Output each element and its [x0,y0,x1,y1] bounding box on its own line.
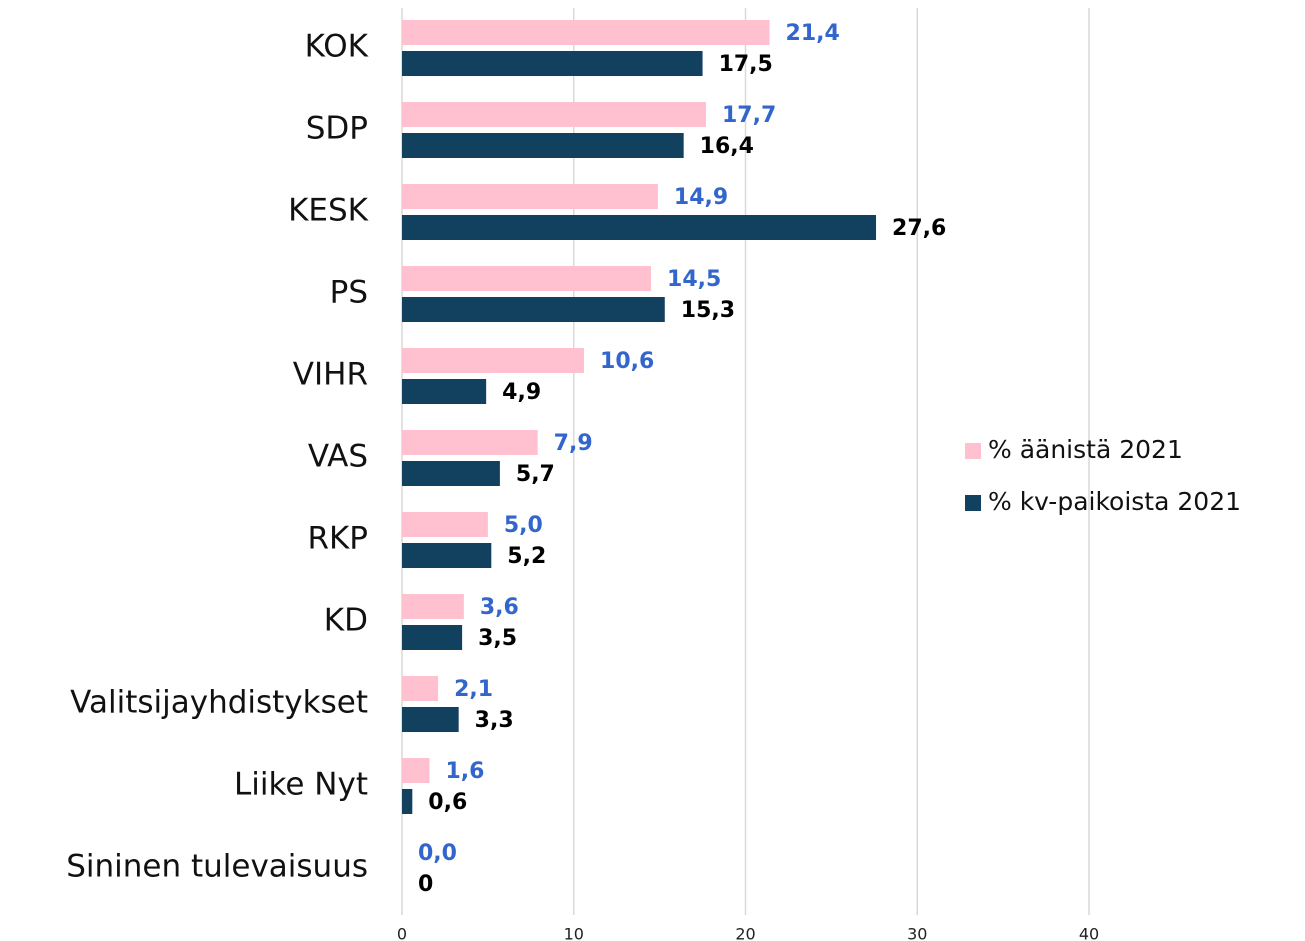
bar [402,133,684,158]
bar [402,51,703,76]
value-label: 16,4 [700,134,754,159]
value-label: 2,1 [454,677,493,702]
bar [402,625,463,650]
value-label: 0 [418,872,433,897]
value-label: 17,5 [719,52,773,77]
value-label: 0,0 [418,841,457,866]
value-label: 3,6 [480,595,519,620]
bar [402,348,585,373]
value-label: 15,3 [681,298,735,323]
bar [402,430,538,455]
x-tick-label: 30 [907,925,927,941]
x-tick-label: 0 [397,925,407,941]
y-tick-label: KESK [288,193,369,229]
value-label: 14,5 [667,267,721,292]
bar [402,297,665,322]
value-label: 3,5 [478,626,517,651]
value-label: 17,7 [722,103,776,128]
legend-label: % äänistä 2021 [988,435,1183,464]
value-label: 3,3 [475,708,514,733]
x-tick-label: 20 [735,925,755,941]
y-tick-label: VAS [308,439,368,475]
bar [402,707,459,732]
value-label: 5,0 [504,513,543,538]
value-label: 14,9 [674,185,728,210]
value-label: 7,9 [554,431,593,456]
value-label: 27,6 [892,216,946,241]
y-tick-label: KOK [305,29,369,65]
bar [402,102,706,127]
value-label: 5,2 [507,544,546,569]
y-tick-label: KD [324,603,368,639]
bar [402,594,464,619]
x-tick-label: 40 [1079,925,1099,941]
bar [402,758,430,783]
bar [402,215,877,240]
value-label: 10,6 [600,349,654,374]
y-tick-label: Valitsijayhdistykset [70,685,368,721]
x-tick-label: 10 [564,925,584,941]
bar [402,789,413,814]
legend-swatch [965,495,981,511]
y-tick-label: Sininen tulevaisuus [66,849,368,885]
value-label: 5,7 [516,462,555,487]
y-tick-label: Liike Nyt [234,767,368,803]
bar [402,184,658,209]
y-tick-label: SDP [306,111,368,147]
bar [402,512,488,537]
bar [402,676,439,701]
value-label: 1,6 [445,759,484,784]
y-tick-label: RKP [307,521,368,557]
bar [402,266,652,291]
bar [402,543,492,568]
value-label: 0,6 [428,790,467,815]
value-label: 21,4 [786,21,840,46]
y-tick-label: PS [330,275,368,311]
legend-swatch [965,443,981,459]
legend-label: % kv-paikoista 2021 [988,487,1241,516]
bar [402,20,770,45]
bar [402,379,487,404]
bar [402,461,500,486]
y-tick-label: VIHR [293,357,368,393]
value-label: 4,9 [502,380,541,405]
